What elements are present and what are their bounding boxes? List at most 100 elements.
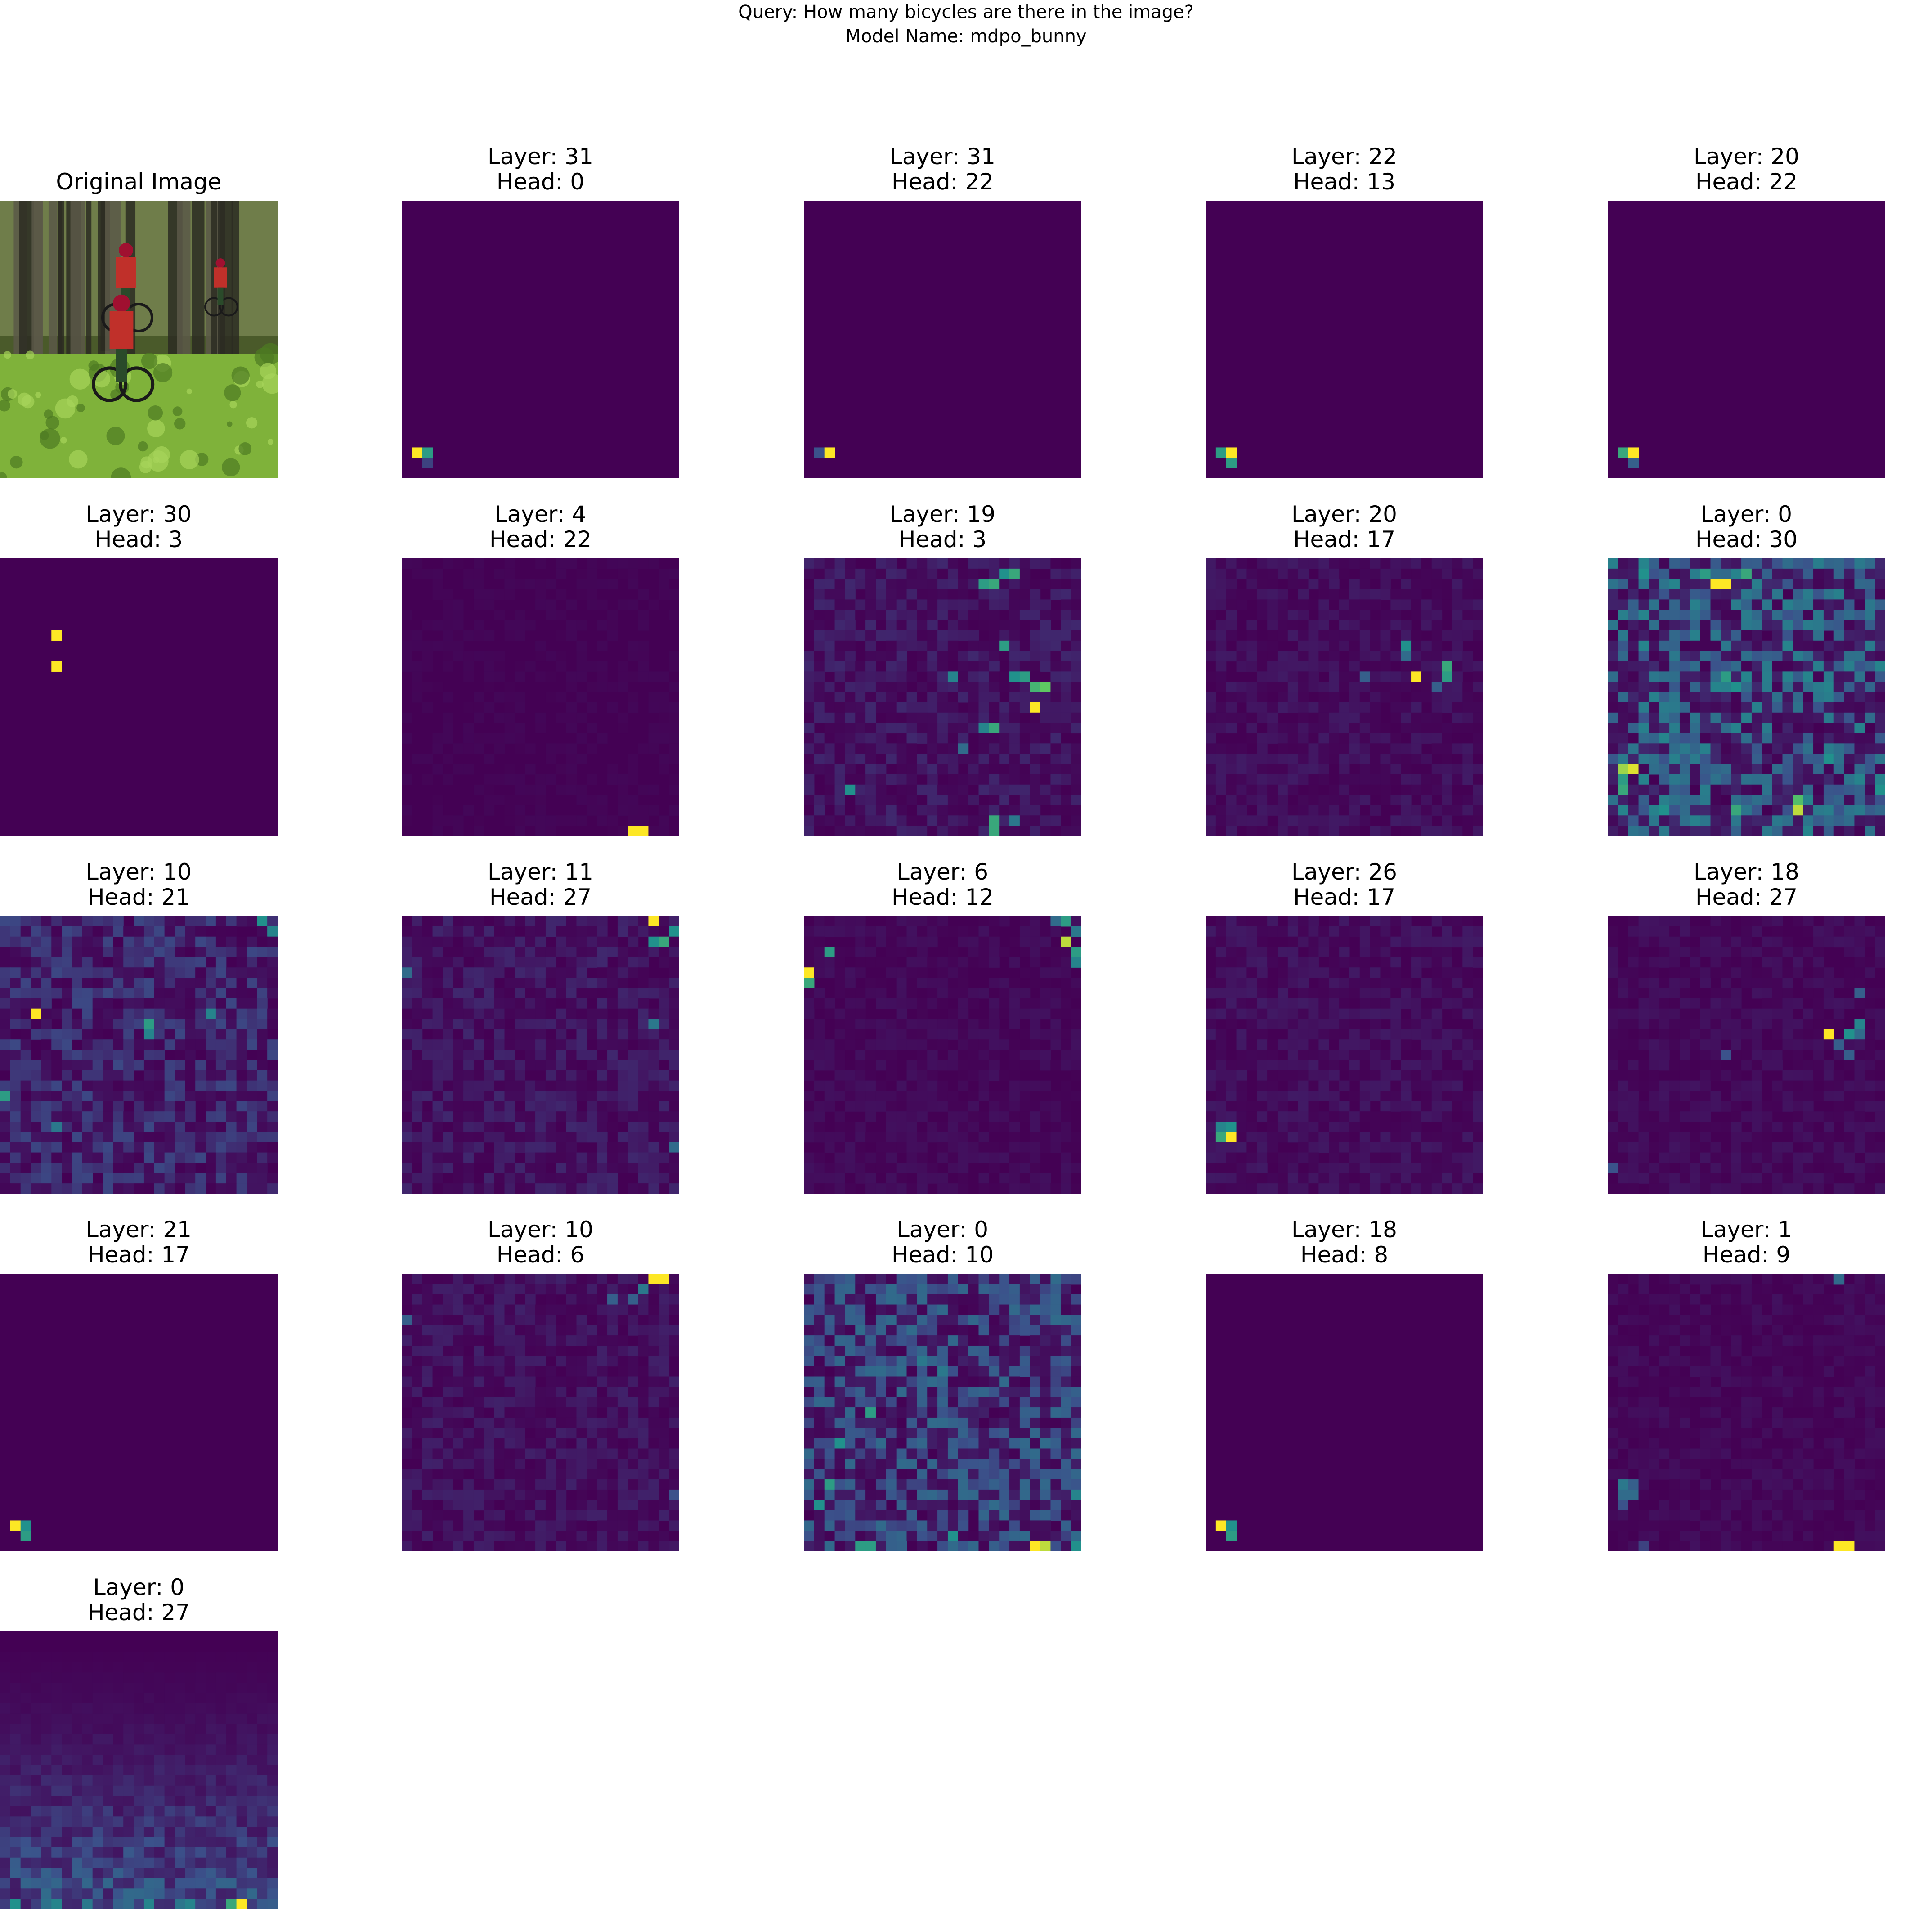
heatmap-cell: [1257, 1019, 1267, 1029]
heatmap-cell: [443, 967, 453, 978]
heatmap-cell: [31, 1091, 41, 1101]
heatmap-cell: [576, 967, 587, 978]
heatmap-cell: [1628, 579, 1639, 589]
heatmap-cell: [907, 610, 917, 620]
heatmap-cell: [422, 988, 433, 998]
heatmap-cell: [1721, 620, 1731, 630]
heatmap-cell: [1628, 743, 1639, 754]
heatmap-cell: [1639, 671, 1649, 682]
heatmap-cell: [1020, 661, 1030, 672]
heatmap-cell: [927, 1050, 937, 1060]
heatmap-cell: [587, 978, 597, 988]
heatmap-cell: [1793, 795, 1803, 805]
heatmap-cell: [865, 937, 876, 947]
heatmap-cell: [1669, 630, 1680, 641]
heatmap-cell: [1040, 988, 1051, 998]
heatmap-cell: [927, 671, 937, 682]
heatmap-cell: [247, 1039, 257, 1050]
heatmap-cell: [515, 916, 525, 926]
heatmap-cell: [515, 815, 525, 826]
heatmap-cell: [1690, 651, 1700, 661]
heatmap-cell: [1462, 1039, 1473, 1050]
heatmap-cell: [1030, 826, 1040, 836]
heatmap-cell: [618, 926, 628, 937]
heatmap-cell: [1318, 569, 1329, 579]
heatmap-cell: [1690, 723, 1700, 733]
heatmap-cell: [546, 815, 556, 826]
heatmap-cell: [576, 795, 587, 805]
heatmap-cell: [618, 1070, 628, 1081]
heatmap-cell: [814, 589, 825, 600]
heatmap-cell: [1257, 1070, 1267, 1081]
heatmap-cell: [638, 1009, 649, 1019]
heatmap-cell: [1267, 947, 1278, 957]
heatmap-cell: [845, 1039, 855, 1050]
heatmap-cell: [1206, 1060, 1216, 1070]
attention-heatmap: [804, 558, 1081, 836]
heatmap-cell: [597, 1173, 607, 1183]
heatmap-cell: [865, 815, 876, 826]
heatmap-cell: [1030, 743, 1040, 754]
heatmap-cell: [1349, 978, 1360, 988]
heatmap-cell: [1401, 1091, 1411, 1101]
heatmap-cell: [1421, 998, 1432, 1009]
heatmap-cell: [433, 1060, 443, 1070]
heatmap-cell: [1309, 671, 1319, 682]
heatmap-cell: [206, 998, 216, 1009]
heatmap-cell: [1824, 826, 1834, 836]
heatmap-cell: [999, 1142, 1009, 1153]
heatmap-cell: [865, 723, 876, 733]
heatmap-cell: [515, 1132, 525, 1142]
heatmap-cell: [1050, 1183, 1061, 1194]
heatmap-cell: [1020, 1101, 1030, 1111]
heatmap-cell: [1401, 754, 1411, 764]
heatmap-cell: [1669, 641, 1680, 651]
heatmap-cell: [978, 1081, 989, 1091]
heatmap-cell: [82, 1153, 93, 1163]
heatmap-cell: [825, 447, 835, 458]
heatmap-cell: [669, 610, 679, 620]
heatmap-cell: [1462, 805, 1473, 815]
heatmap-cell: [10, 1009, 21, 1019]
heatmap-cell: [525, 743, 535, 754]
heatmap-cell: [1288, 1111, 1298, 1122]
heatmap-cell: [1237, 589, 1247, 600]
heatmap-cell: [855, 754, 865, 764]
heatmap-cell: [1071, 1163, 1081, 1173]
heatmap-cell: [21, 916, 31, 926]
heatmap-cell: [659, 916, 669, 926]
heatmap-cell: [1432, 558, 1442, 569]
heatmap-cell: [51, 1091, 62, 1101]
heatmap-cell: [1432, 785, 1442, 795]
heatmap-cell: [917, 723, 927, 733]
heatmap-cell: [453, 1132, 463, 1142]
heatmap-cell: [968, 1029, 979, 1039]
grass-patch: [246, 417, 257, 428]
heatmap-cell: [1267, 916, 1278, 926]
heatmap-cell: [1649, 641, 1659, 651]
tree-trunk: [58, 201, 62, 366]
heatmap-cell: [257, 1122, 267, 1132]
heatmap-cell: [1040, 723, 1051, 733]
query-text: Query: How many bicycles are there in th…: [0, 0, 1932, 24]
heatmap-cell: [1844, 754, 1855, 764]
heatmap-cell: [1020, 826, 1030, 836]
heatmap-cell: [1030, 1122, 1040, 1132]
heatmap-cell: [999, 733, 1009, 743]
heatmap-cell: [1813, 569, 1824, 579]
heatmap-cell: [638, 1081, 649, 1091]
heatmap-cell: [1401, 682, 1411, 692]
heatmap-cell: [134, 1019, 144, 1029]
heatmap-cell: [835, 743, 845, 754]
heatmap-cell: [556, 785, 566, 795]
heatmap-cell: [1339, 795, 1349, 805]
heatmap-cell: [247, 1009, 257, 1019]
heatmap-cell: [484, 599, 494, 610]
heatmap-cell: [1309, 764, 1319, 774]
heatmap-cell: [1618, 702, 1628, 713]
heatmap-cell: [1752, 764, 1762, 774]
heatmap-cell: [267, 1132, 278, 1142]
heatmap-cell: [257, 957, 267, 967]
heatmap-cell: [443, 620, 453, 630]
heatmap-cell: [897, 774, 907, 785]
